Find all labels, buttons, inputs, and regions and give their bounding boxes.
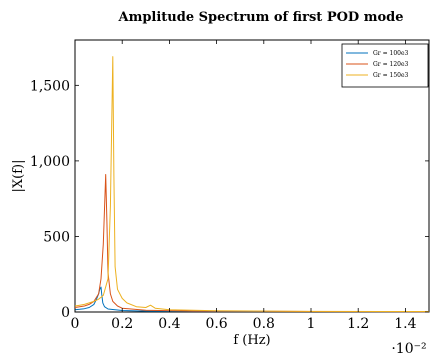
plot-area: 0 0.2 0.4 0.6 0.8 1 1.2 1.4 0 500 1,000 1,500 [30,39,430,332]
x-tick-label: 0 [71,316,80,332]
x-tick-label: 0.2 [111,316,133,332]
chart-title: Amplitude Spectrum of first POD mode [117,10,403,25]
series-line-3 [74,56,430,312]
y-tick-label: 1,500 [30,78,70,94]
series-line-1 [74,286,430,313]
x-tick-label: 1 [307,316,316,332]
legend-label-2: Gr = 120e3 [373,61,409,68]
y-tick-label: 500 [43,229,70,245]
x-tick-label: 0.6 [205,316,227,332]
series-layer [74,56,430,313]
legend-label-1: Gr = 100e3 [373,50,409,57]
legend-box [341,43,429,88]
x-tick-label: 1.4 [394,316,416,332]
legend: Gr = 100e3 Gr = 120e3 Gr = 150e3 [341,43,429,88]
axes-frame [74,39,430,313]
x-tick-label: 0.4 [158,316,180,332]
x-axis-multiplier: ·10⁻² [391,341,426,356]
x-tick-label: 1.2 [347,316,369,332]
series-line-2 [74,174,430,313]
x-tick-label: 0.8 [253,316,275,332]
y-tick-label: 1,000 [30,154,70,170]
tick-layer: 0 0.2 0.4 0.6 0.8 1 1.2 1.4 0 500 1,000 1,500 [30,40,429,332]
y-axis-label: |X(f)| [11,160,26,193]
x-axis-label: f (Hz) [233,333,270,348]
y-tick-label: 0 [61,305,70,321]
legend-label-3: Gr = 150e3 [373,72,409,79]
